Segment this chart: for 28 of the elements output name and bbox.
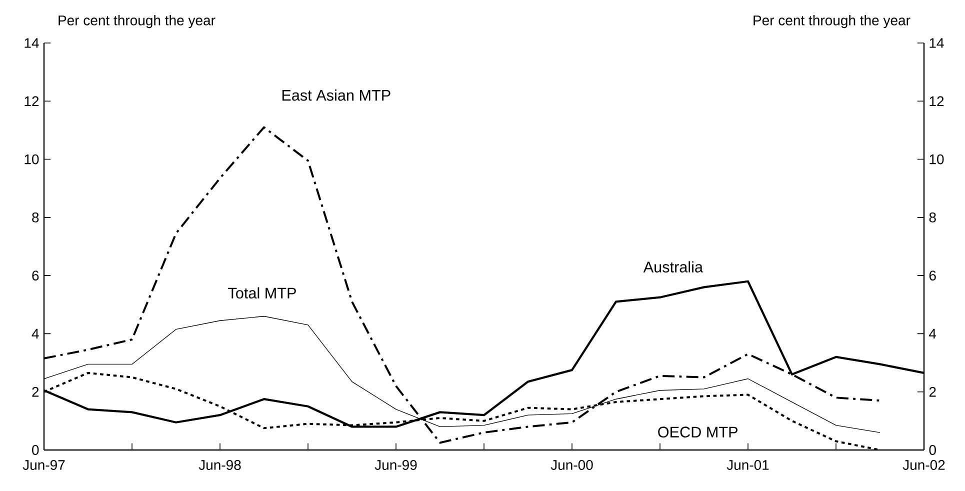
y-tick-label: 14 <box>24 38 39 48</box>
y2-tick-label: 4 <box>929 328 936 339</box>
y2-tick-label: 12 <box>930 96 944 106</box>
y-tick-label: 8 <box>32 212 39 222</box>
y2-tick-label: 2 <box>929 386 936 397</box>
y-tick-label: 12 <box>24 96 39 106</box>
x-tick-label: Jun-97 <box>22 460 65 470</box>
series-label: Total MTP <box>228 287 296 299</box>
x-tick-label: Jun-01 <box>726 460 769 470</box>
y2-tick-label: 14 <box>930 38 944 48</box>
y2-axis-title: Per cent through the year <box>754 15 910 28</box>
y2-tick-label: 0 <box>929 445 936 455</box>
y2-tick-label: 10 <box>930 154 944 164</box>
y-tick-label: 4 <box>32 328 39 339</box>
x-tick-label: Jun-98 <box>198 460 241 470</box>
series-label: Australia <box>643 261 704 272</box>
y-tick-label: 2 <box>32 386 39 397</box>
y-axis-title: Per cent through the year <box>58 15 216 28</box>
y-tick-label: 0 <box>32 445 39 455</box>
y-tick-label: 10 <box>24 154 39 164</box>
text: East Asian MTP <box>282 89 390 101</box>
x-tick-label: Jun-02 <box>902 460 945 470</box>
x-tick-label: Jun-99 <box>374 460 417 470</box>
y-tick-label: 6 <box>32 270 39 281</box>
y2-tick-label: 8 <box>929 212 936 222</box>
x-tick-label: Jun-00 <box>550 460 593 470</box>
series-label: OECD MTP <box>658 426 738 438</box>
y2-tick-label: 6 <box>929 270 936 281</box>
